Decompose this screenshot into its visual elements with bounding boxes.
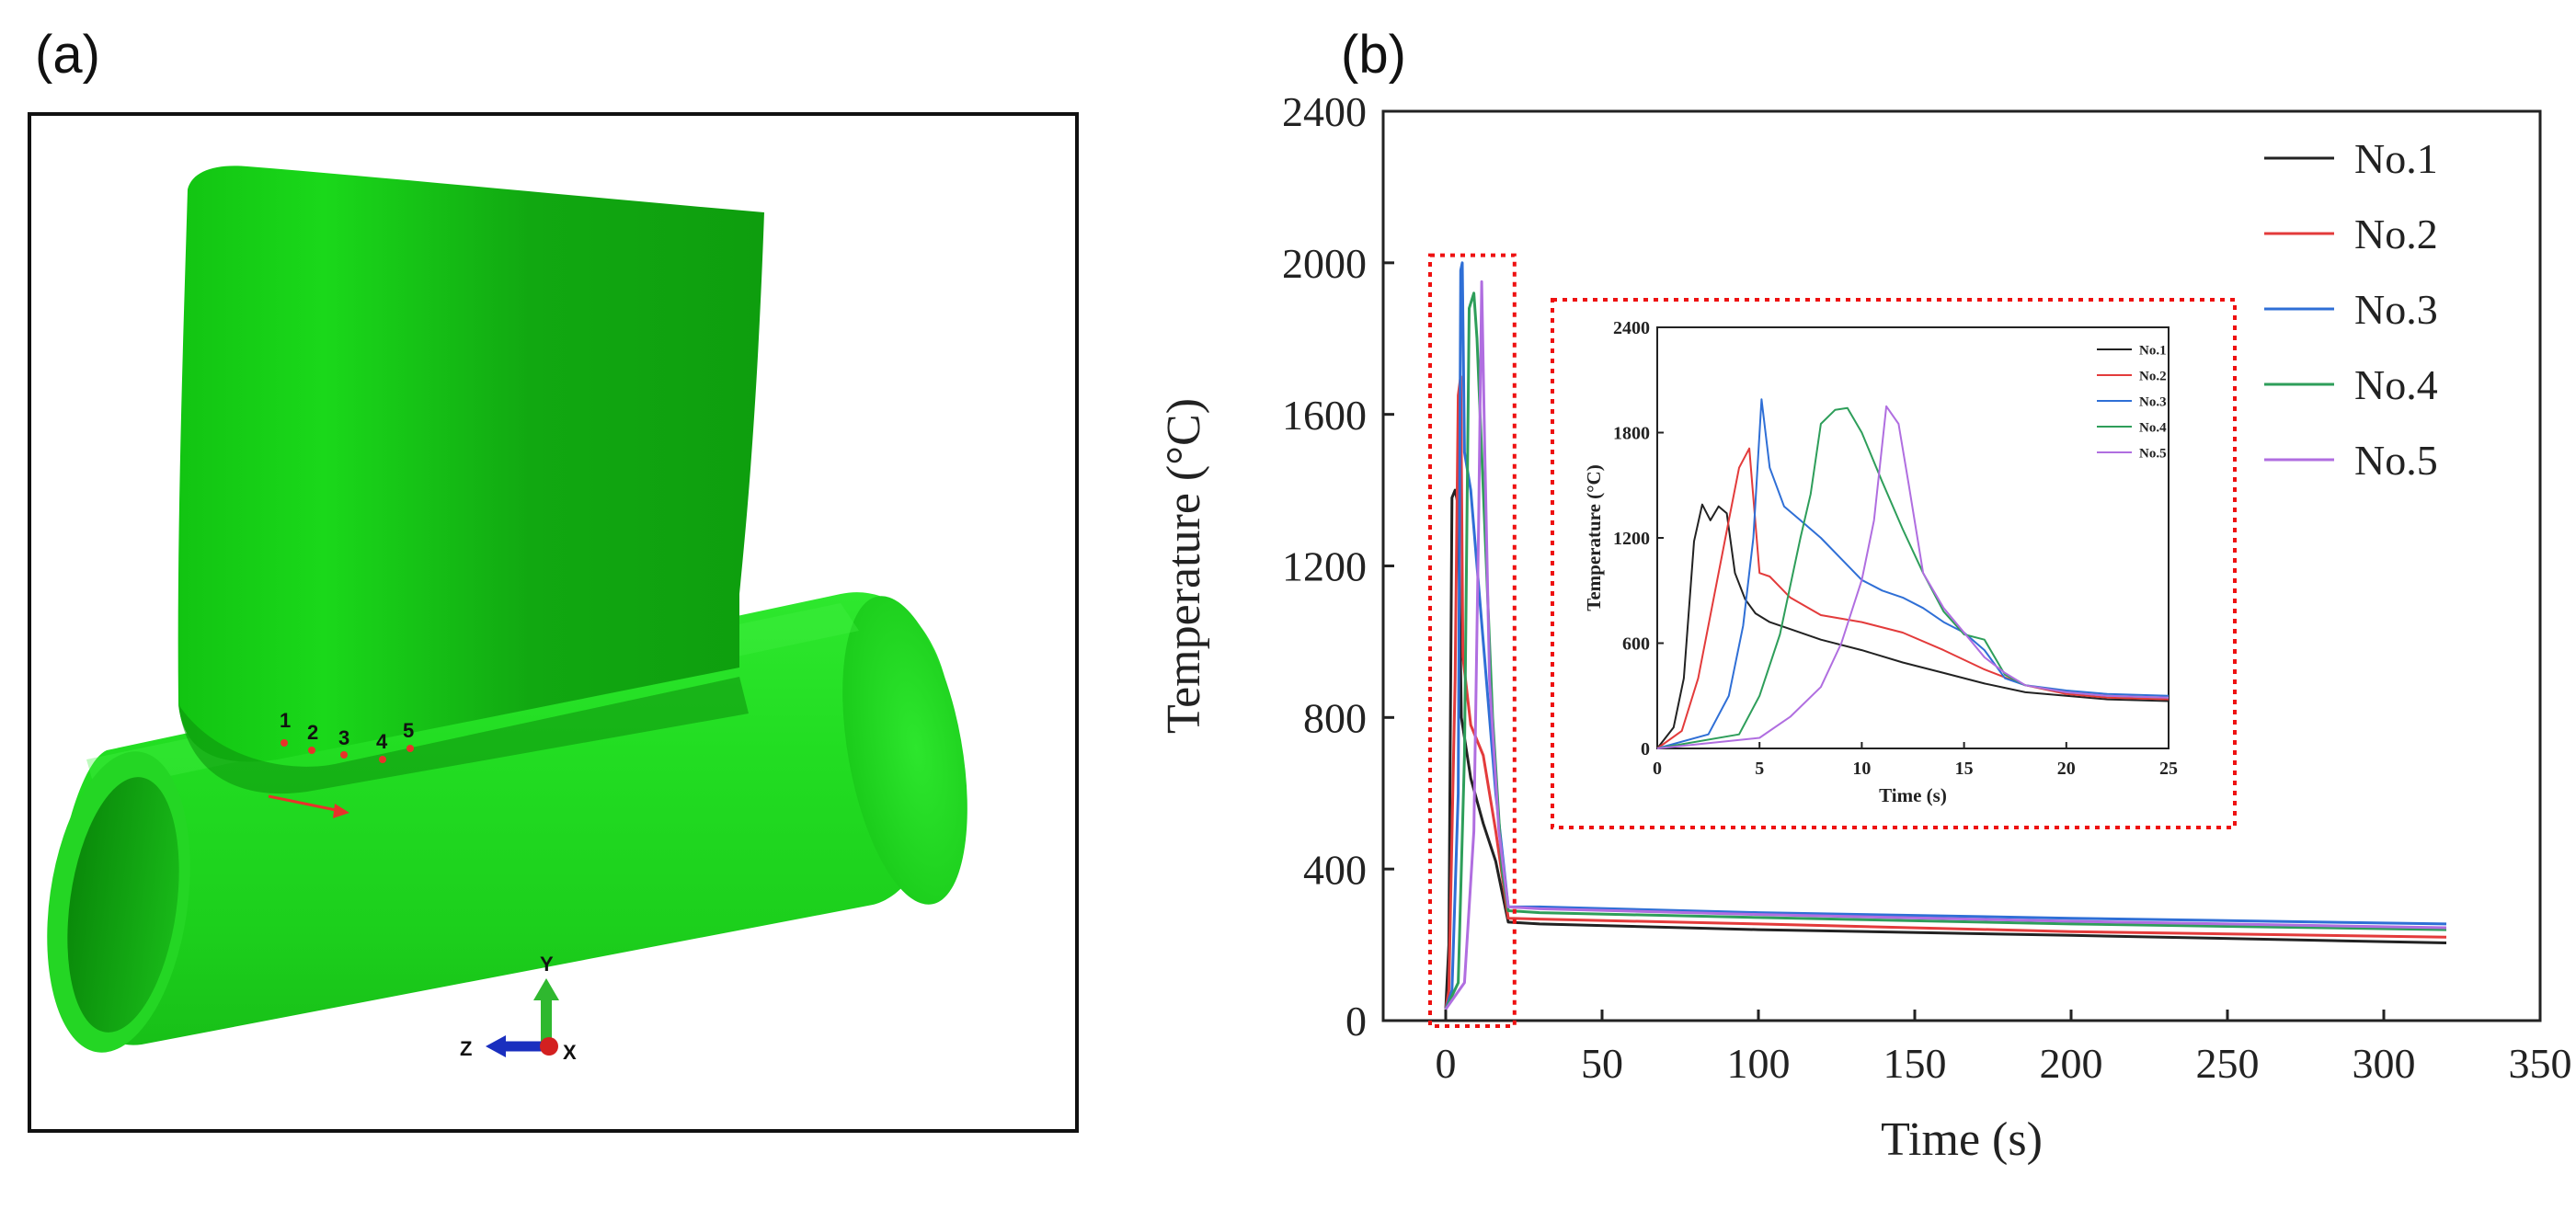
weld-point-label-1: 1 (280, 709, 291, 732)
panel-label-b: (b) (1341, 25, 1406, 85)
inset-x-tick-label: 0 (1653, 759, 1662, 779)
weld-point-2 (308, 747, 315, 754)
main-x-axis-label: Time (s) (1881, 1113, 2043, 1166)
main-chart: 0 50 100 150 200 250 300 3500400800120016002000… (1158, 88, 2572, 1166)
inset-legend: No.1 No.2 No.3 No.4 No.5 (2097, 343, 2167, 461)
weld-points: 1 2 3 4 5 (280, 709, 414, 763)
inset-series-lines (1656, 398, 2170, 749)
weld-point-label-5: 5 (403, 719, 414, 742)
main-series-line-no1 (1444, 488, 2447, 1010)
main-legend-label-no2: No.2 (2354, 211, 2438, 257)
main-x-tick-label: 300 (2353, 1040, 2416, 1087)
main-series-lines (1444, 261, 2447, 1010)
inset-legend-label-no4: No.4 (2139, 420, 2167, 435)
main-x-tick-label: 50 (1581, 1040, 1623, 1087)
main-y-tick-label: 1600 (1282, 392, 1367, 439)
weld-fillet (178, 677, 749, 794)
main-x-tick-label: 100 (1727, 1040, 1791, 1087)
main-series-line-no2 (1444, 375, 2447, 1010)
inset-series-line-no5 (1656, 405, 2170, 749)
inset-y-tick-label: 0 (1641, 739, 1650, 759)
weld-point-label-4: 4 (376, 730, 388, 753)
weld-point-label-3: 3 (338, 726, 349, 749)
main-legend-label-no4: No.4 (2354, 361, 2438, 408)
inset-y-tick-label: 2400 (1613, 318, 1650, 338)
main-axis-ticks: 0 50 100 150 200 250 300 3500400800120016002000… (1282, 88, 2572, 1087)
panel-label-a: (a) (35, 25, 100, 85)
main-x-tick-label: 250 (2196, 1040, 2260, 1087)
main-y-tick-label: 0 (1345, 998, 1367, 1044)
inset-axis-ticks: 0 5 10 15 20 25 0 600 1200 1800 2400 (1613, 318, 2178, 779)
inset-x-axis-label: Time (s) (1879, 784, 1947, 806)
inset-y-axis-label: Temperature (°C) (1583, 464, 1605, 611)
main-y-axis-label: Temperature (°C) (1158, 398, 1210, 734)
axis-triad: Y Z X (460, 953, 577, 1064)
main-x-tick-label: 0 (1436, 1040, 1457, 1087)
main-legend-label-no1: No.1 (2354, 135, 2438, 182)
inset-legend-label-no5: No.5 (2139, 446, 2167, 461)
inset-y-tick-label: 600 (1622, 634, 1650, 655)
inset-x-tick-label: 25 (2159, 759, 2178, 779)
pipe-end-cap (842, 596, 967, 905)
inset-series-line-no1 (1656, 503, 2170, 749)
inset-chart: 0 5 10 15 20 25 0 600 1200 1800 2400 Time (s) Temp… (1551, 298, 2237, 829)
weld-direction-arrow (268, 794, 349, 818)
main-series-line-no5 (1444, 280, 2447, 1010)
main-x-tick-label: 350 (2509, 1040, 2572, 1087)
zoom-highlight-box (1428, 253, 1517, 1028)
axis-z-label: Z (460, 1037, 472, 1060)
inset-legend-label-no2: No.2 (2139, 369, 2167, 383)
axis-x-label: X (563, 1041, 577, 1064)
axis-y-label: Y (540, 953, 554, 976)
main-legend-label-no3: No.3 (2354, 286, 2438, 333)
web-plate (177, 166, 765, 762)
inset-dashed-border (1551, 298, 2237, 829)
inset-legend-label-no1: No.1 (2139, 343, 2167, 358)
main-x-tick-label: 200 (2040, 1040, 2103, 1087)
main-y-tick-label: 2000 (1282, 240, 1367, 287)
t-joint-model: 1 2 3 4 5 Y Z X (47, 166, 967, 1064)
inset-y-tick-label: 1800 (1613, 424, 1650, 444)
inset-y-tick-label: 1200 (1613, 529, 1650, 549)
inset-x-tick-label: 5 (1755, 759, 1764, 779)
weld-point-5 (406, 745, 414, 752)
inset-x-tick-label: 20 (2057, 759, 2076, 779)
weld-point-label-2: 2 (307, 721, 318, 744)
main-legend: No.1 No.2 No.3 No.4 No.5 (2264, 135, 2438, 484)
inset-legend-label-no3: No.3 (2139, 394, 2167, 409)
main-x-tick-label: 150 (1883, 1040, 1947, 1087)
main-y-tick-label: 2400 (1282, 88, 1367, 135)
main-legend-label-no5: No.5 (2354, 437, 2438, 484)
weld-point-3 (340, 751, 348, 759)
inset-x-tick-label: 15 (1955, 759, 1974, 779)
main-y-tick-label: 800 (1303, 694, 1367, 741)
main-y-tick-label: 400 (1303, 846, 1367, 893)
model-panel: 1 2 3 4 5 Y Z X (28, 112, 1079, 1133)
weld-point-4 (379, 756, 386, 763)
pipe-opening-inner (67, 777, 179, 1033)
weld-point-1 (280, 739, 288, 747)
inset-x-tick-label: 10 (1852, 759, 1871, 779)
main-y-tick-label: 1200 (1282, 543, 1367, 590)
